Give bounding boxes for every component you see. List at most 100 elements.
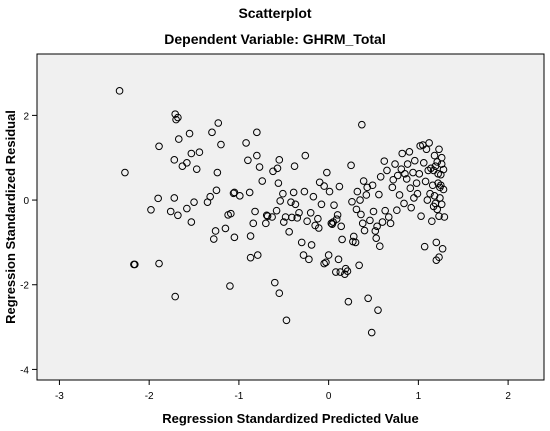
scatter-point bbox=[244, 156, 252, 165]
scatter-point bbox=[273, 164, 282, 173]
scatter-point bbox=[423, 196, 432, 204]
scatter-point bbox=[174, 211, 182, 220]
scatter-point bbox=[351, 238, 360, 247]
scatter-point bbox=[375, 242, 384, 251]
scatter-point bbox=[314, 214, 322, 223]
scatter-point bbox=[369, 207, 378, 216]
scatter-point bbox=[335, 182, 344, 191]
scatter-point bbox=[366, 216, 374, 225]
scatter-point bbox=[282, 316, 291, 325]
scatter-point bbox=[359, 177, 368, 185]
scatter-point bbox=[183, 204, 191, 213]
scatter-point bbox=[213, 168, 222, 177]
scatter-point bbox=[170, 194, 179, 202]
scatter-point bbox=[430, 192, 439, 200]
scatter-point bbox=[421, 177, 430, 186]
scatter-point bbox=[327, 219, 336, 228]
scatter-point bbox=[374, 306, 382, 314]
scatter-point bbox=[420, 242, 429, 251]
scatter-point bbox=[386, 219, 395, 228]
y-tick-label: -4 bbox=[20, 365, 29, 376]
scatter-point bbox=[332, 215, 341, 223]
scatter-point bbox=[192, 165, 201, 173]
scatter-point bbox=[333, 211, 342, 219]
scatter-point bbox=[315, 178, 324, 187]
scatter-point bbox=[291, 200, 300, 209]
y-tick-label: 0 bbox=[23, 196, 29, 207]
scatter-point bbox=[352, 205, 361, 214]
scatter-point bbox=[206, 192, 214, 201]
scatter-point bbox=[255, 163, 264, 171]
scatter-point bbox=[314, 224, 323, 232]
scatter-point bbox=[435, 253, 443, 262]
scatter-point bbox=[154, 194, 162, 203]
scatter-point bbox=[430, 151, 439, 160]
data-points bbox=[115, 87, 449, 337]
scatter-point bbox=[425, 139, 433, 147]
y-tick-label: 2 bbox=[23, 111, 29, 122]
scatter-point bbox=[270, 278, 279, 287]
scatter-point bbox=[432, 238, 441, 247]
scatter-point bbox=[391, 160, 399, 168]
scatter-point bbox=[356, 196, 364, 204]
scatter-point bbox=[429, 202, 438, 211]
scatter-point bbox=[330, 201, 338, 209]
scatter-point bbox=[422, 145, 431, 154]
scatter-point bbox=[371, 227, 380, 235]
scatter-point bbox=[275, 289, 284, 298]
scatter-point bbox=[395, 191, 404, 199]
scatter-point bbox=[358, 120, 366, 129]
scatter-point bbox=[373, 222, 381, 231]
y-tick-label: -2 bbox=[20, 281, 29, 292]
scatter-point bbox=[236, 192, 244, 200]
scatter-point bbox=[344, 297, 353, 306]
scatter-point bbox=[245, 188, 254, 197]
scatter-point bbox=[378, 218, 387, 226]
scatter-point bbox=[172, 115, 180, 124]
scatter-point bbox=[246, 253, 255, 262]
scatter-point bbox=[305, 255, 313, 264]
scatter-point bbox=[402, 175, 411, 183]
scatter-point bbox=[323, 168, 331, 177]
scatter-point bbox=[440, 213, 449, 221]
plot-area bbox=[36, 53, 545, 381]
scatter-point bbox=[279, 189, 287, 198]
x-tick-label: -2 bbox=[145, 391, 154, 402]
scatter-point bbox=[115, 87, 124, 95]
scatter-point bbox=[337, 222, 346, 231]
scatter-point bbox=[338, 235, 346, 244]
scatter-point bbox=[324, 251, 333, 259]
scatter-point bbox=[230, 188, 239, 197]
scatter-point bbox=[332, 268, 340, 276]
chart-subtitle: Dependent Variable: GHRM_Total bbox=[164, 31, 386, 47]
scatter-point bbox=[211, 227, 220, 235]
scatter-point bbox=[367, 328, 376, 337]
scatter-point bbox=[209, 235, 218, 243]
scatter-point bbox=[258, 177, 267, 185]
chart-title: Scatterplot bbox=[238, 5, 312, 21]
scatter-point bbox=[417, 212, 425, 220]
scatter-point bbox=[428, 217, 436, 226]
scatter-point bbox=[221, 224, 230, 233]
scatter-point bbox=[393, 171, 402, 180]
scatter-point bbox=[383, 166, 391, 175]
scatter-point bbox=[376, 172, 385, 181]
scatter-point bbox=[183, 159, 191, 167]
scatter-point bbox=[401, 170, 409, 178]
x-tick-label: 1 bbox=[416, 391, 422, 402]
scatter-point bbox=[279, 218, 288, 226]
scatter-point bbox=[147, 206, 155, 214]
x-tick-label: -3 bbox=[55, 391, 64, 402]
scatter-point bbox=[246, 232, 255, 240]
scatter-point bbox=[347, 161, 355, 170]
scatter-point bbox=[274, 179, 283, 187]
scatter-point bbox=[325, 187, 334, 196]
scatter-point bbox=[413, 189, 422, 198]
scatter-point bbox=[322, 258, 330, 267]
scatter-point bbox=[372, 234, 380, 242]
scatter-point bbox=[389, 175, 398, 184]
scatter-point bbox=[295, 208, 303, 217]
scatter-point bbox=[433, 158, 442, 166]
scatter-point bbox=[439, 165, 448, 174]
